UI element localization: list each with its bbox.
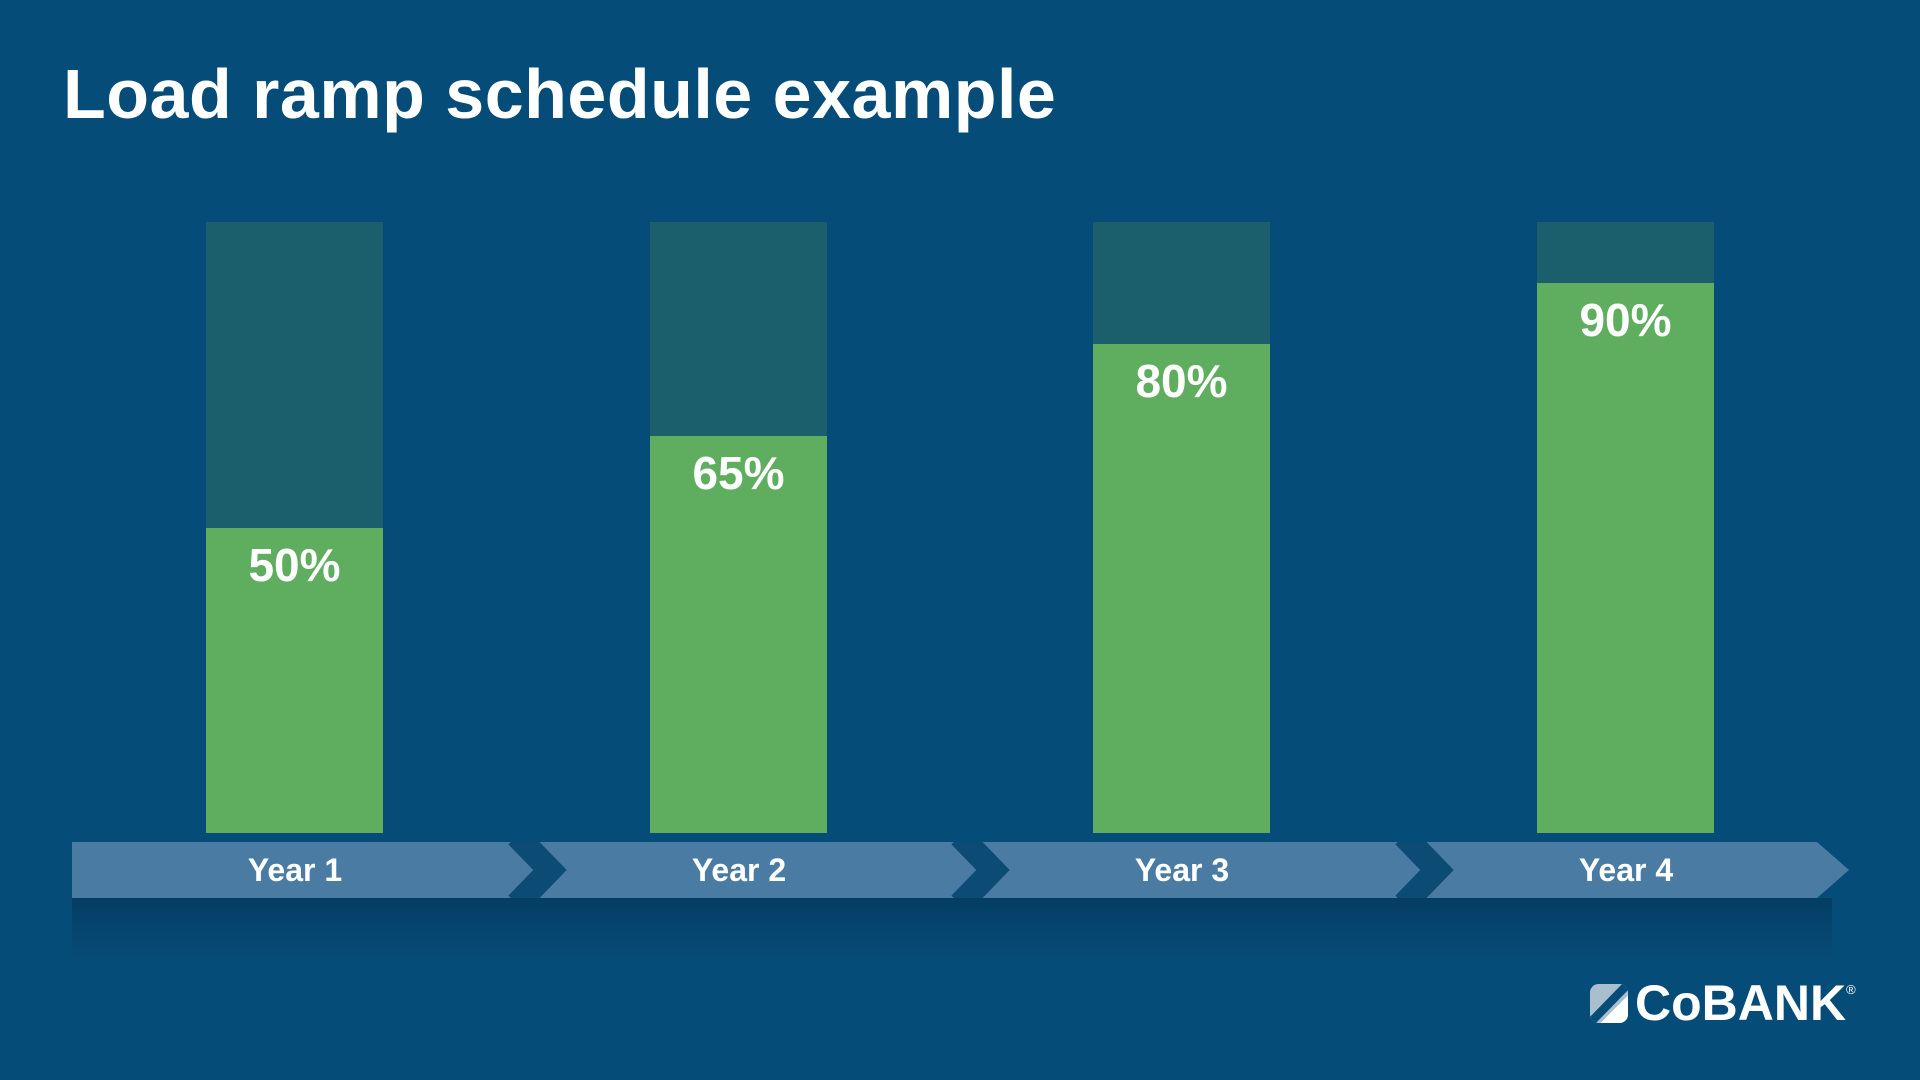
cobank-logo-text: CoBANK bbox=[1635, 975, 1847, 1031]
timeline-label-year-3: Year 3 bbox=[1134, 852, 1230, 888]
bar-fill-year-2: 65% bbox=[650, 435, 827, 833]
timeline-label-year-2: Year 2 bbox=[691, 852, 787, 888]
registered-trademark-icon: ® bbox=[1846, 982, 1856, 997]
page-title: Load ramp schedule example bbox=[63, 55, 1057, 133]
chevron-separator-icon bbox=[1395, 842, 1454, 898]
cobank-logo-icon bbox=[1590, 984, 1628, 1023]
bar-value-label-year-4: 90% bbox=[1579, 294, 1672, 347]
timeline-band-shadow bbox=[72, 898, 1832, 960]
bar-value-label-year-2: 65% bbox=[692, 446, 785, 499]
timeline-label-year-4: Year 4 bbox=[1578, 852, 1674, 888]
bar-year-3: 80% bbox=[1093, 222, 1270, 833]
bar-value-label-year-3: 80% bbox=[1135, 355, 1228, 408]
timeline-arrow-band bbox=[72, 842, 1849, 898]
bar-fill-year-1: 50% bbox=[206, 527, 383, 833]
bar-year-2: 65% bbox=[650, 222, 827, 833]
bar-year-4: 90% bbox=[1537, 222, 1714, 833]
bar-year-1: 50% bbox=[206, 222, 383, 833]
chevron-separator-icon bbox=[508, 842, 567, 898]
chevron-separator-icon bbox=[951, 842, 1010, 898]
timeline-label-year-1: Year 1 bbox=[247, 852, 343, 888]
bar-fill-year-4: 90% bbox=[1537, 283, 1714, 833]
timeline-band-shape bbox=[72, 842, 1849, 898]
bar-fill-year-3: 80% bbox=[1093, 344, 1270, 833]
bar-value-label-year-1: 50% bbox=[248, 538, 341, 591]
cobank-logo: CoBANK ® bbox=[1590, 975, 1856, 1031]
